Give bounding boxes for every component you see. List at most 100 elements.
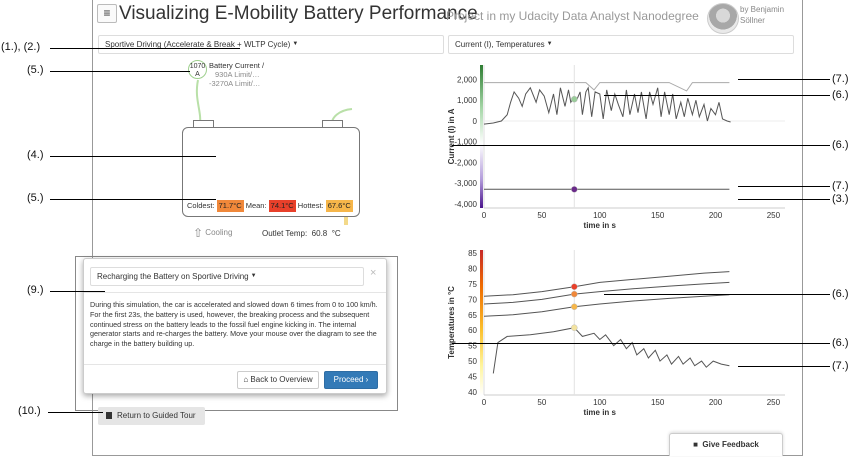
proceed-button[interactable]: Proceed › bbox=[324, 371, 378, 389]
annotation-r6c: (6.) bbox=[832, 288, 849, 300]
x-tick-label: 50 bbox=[537, 398, 546, 407]
hover-point-1 bbox=[571, 290, 578, 298]
x-axis-title: time in s bbox=[584, 221, 617, 230]
annotation-line-5a bbox=[50, 71, 190, 72]
current-chart[interactable]: 2,000 1,000 0 -1,000 -2,000 -3,000 -4,000 0 50 10… bbox=[440, 55, 800, 240]
battery-current-label-suffix: / bbox=[261, 61, 265, 70]
annotation-r7c: (7.) bbox=[832, 360, 849, 372]
limit-pos-suffix: /… bbox=[250, 70, 260, 79]
series-line-1 bbox=[483, 281, 730, 305]
limit-neg-suffix: /… bbox=[250, 79, 261, 88]
x-tick-label: 200 bbox=[709, 211, 723, 220]
y-tick-label: 55 bbox=[468, 342, 477, 351]
comment-icon: ■ bbox=[693, 440, 698, 449]
x-tick-label: 0 bbox=[482, 211, 487, 220]
coldest-label: Coldest: bbox=[187, 201, 215, 210]
chart-select[interactable]: Current (I), Temperatures ▼ bbox=[448, 35, 794, 54]
give-feedback-label: Give Feedback bbox=[702, 440, 759, 449]
y-tick-label: 65 bbox=[468, 311, 477, 320]
annotation-line-r7b bbox=[738, 186, 830, 187]
author-avatar bbox=[707, 3, 739, 34]
return-guided-tour-button[interactable]: Return to Guided Tour bbox=[98, 407, 205, 425]
battery-current-info: Battery Current / 930A Limit/… -3270A Li… bbox=[209, 61, 264, 88]
annotation-5a: (5.) bbox=[27, 64, 44, 76]
color-scale-bar bbox=[480, 250, 483, 395]
author-byline: by Benjamin Söllner bbox=[740, 4, 796, 26]
y-tick-label: -4,000 bbox=[454, 200, 477, 209]
limit-pos-value: 930A bbox=[215, 70, 233, 79]
y-tick-label: -2,000 bbox=[454, 158, 477, 167]
x-axis-title: time in s bbox=[584, 408, 617, 417]
arrow-up-icon: ⇧ bbox=[193, 226, 204, 240]
annotation-r7a: (7.) bbox=[832, 73, 849, 85]
hover-point-2 bbox=[571, 303, 578, 311]
back-to-overview-label: Back to Overview bbox=[250, 375, 313, 384]
battery-current-gauge: 1070 A bbox=[188, 60, 207, 79]
cooling-indicator: ⇧ Cooling bbox=[193, 226, 232, 240]
battery-current-label: Battery Current bbox=[209, 61, 260, 70]
home-icon: ⌂ bbox=[243, 375, 249, 384]
color-scale-bar bbox=[480, 65, 483, 208]
series-line-3 bbox=[492, 327, 730, 374]
tour-step-select[interactable]: Recharging the Battery on Sportive Drivi… bbox=[90, 267, 364, 286]
y-axis-title: Current (I) in A bbox=[447, 108, 456, 164]
battery-temps: Coldest: 71.7°C Mean: 74.1°C Hottest: 67… bbox=[187, 200, 353, 212]
chart-select-label: Current (I), Temperatures bbox=[455, 40, 545, 49]
scenario-select[interactable]: Sportive Driving (Accelerate & Break + W… bbox=[98, 35, 444, 54]
x-tick-label: 150 bbox=[651, 211, 665, 220]
x-tick-label: 250 bbox=[767, 211, 781, 220]
y-tick-label: 50 bbox=[468, 357, 477, 366]
give-feedback-button[interactable]: ■ Give Feedback bbox=[669, 433, 783, 456]
annotation-line-r7a bbox=[738, 79, 830, 80]
y-tick-label: 1,000 bbox=[457, 96, 478, 105]
author-line-2: Söllner bbox=[740, 16, 765, 25]
x-tick-label: 150 bbox=[651, 398, 665, 407]
chevron-right-icon: › bbox=[365, 375, 369, 384]
series-line-0 bbox=[484, 82, 730, 92]
hottest-value: 67.6°C bbox=[325, 200, 353, 212]
proceed-label: Proceed bbox=[333, 375, 364, 384]
hottest-label: Hottest: bbox=[297, 201, 324, 210]
y-tick-label: 0 bbox=[473, 117, 478, 126]
chevron-down-icon: ▼ bbox=[546, 41, 553, 48]
mean-label: Mean: bbox=[245, 201, 267, 210]
battery-body[interactable]: Coldest: 71.7°C Mean: 74.1°C Hottest: 67… bbox=[182, 127, 360, 217]
y-tick-label: 60 bbox=[468, 326, 477, 335]
x-tick-label: 100 bbox=[593, 398, 607, 407]
annotation-line-r6b bbox=[452, 145, 830, 146]
limit-neg-value: -3270A bbox=[209, 79, 233, 88]
annotation-line-4 bbox=[50, 156, 216, 157]
outlet-unit: °C bbox=[331, 229, 341, 238]
menu-button[interactable]: ≡ bbox=[97, 4, 117, 23]
annotation-r6b: (6.) bbox=[832, 139, 849, 151]
series-line-2 bbox=[483, 294, 730, 317]
modal-divider-bottom bbox=[84, 364, 386, 365]
y-tick-label: 85 bbox=[468, 249, 477, 258]
tour-modal: Recharging the Battery on Sportive Drivi… bbox=[83, 258, 387, 394]
hover-point-1 bbox=[571, 186, 578, 193]
annotation-line-r7c bbox=[738, 366, 830, 367]
annotation-r7b: (7.) bbox=[832, 180, 849, 192]
close-icon[interactable]: × bbox=[370, 267, 377, 279]
battery-current-value: 1070 bbox=[189, 63, 206, 70]
limit-neg-word: Limit bbox=[234, 79, 251, 88]
y-tick-label: 45 bbox=[468, 372, 477, 381]
limit-pos-word: Limit bbox=[234, 70, 251, 79]
battery-terminal-right bbox=[322, 120, 343, 128]
tour-step-select-label: Recharging the Battery on Sportive Drivi… bbox=[97, 272, 249, 281]
chevron-down-icon: ▼ bbox=[250, 273, 257, 280]
annotation-line-10 bbox=[48, 412, 103, 413]
y-axis-title: Temperatures in °C bbox=[447, 286, 456, 359]
annotation-line-5b bbox=[50, 199, 216, 200]
x-tick-label: 100 bbox=[593, 211, 607, 220]
outlet-temp: Outlet Temp: 60.8 °C bbox=[262, 229, 341, 238]
back-to-overview-button[interactable]: ⌂ Back to Overview bbox=[237, 371, 319, 389]
outlet-label: Outlet Temp: bbox=[262, 229, 308, 238]
annotation-r3: (3.) bbox=[832, 193, 849, 205]
battery-current-unit: A bbox=[195, 71, 200, 78]
temperature-chart[interactable]: 40 45 50 55 60 65 70 75 80 85 0 50 100 150 200 250 time … bbox=[440, 245, 800, 425]
page-title: Visualizing E-Mobility Battery Performan… bbox=[119, 3, 478, 24]
hover-point-0 bbox=[571, 95, 578, 103]
scenario-select-label-part1: Sportive Driving (Accelerate & Break bbox=[105, 40, 235, 49]
y-tick-label: 2,000 bbox=[457, 76, 478, 85]
